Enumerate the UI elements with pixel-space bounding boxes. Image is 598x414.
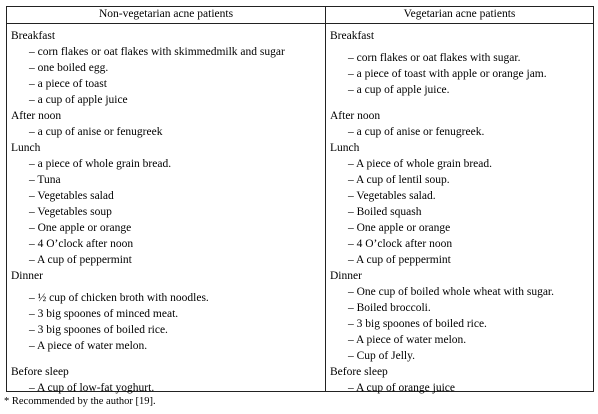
sleep-title: Before sleep — [330, 366, 388, 378]
lunch-item: – 4 O’clock after noon — [348, 238, 453, 250]
lunch-item: – One apple or orange — [348, 222, 451, 234]
diet-table: Non-vegetarian acne patients Vegetarian … — [6, 6, 594, 394]
dinner-title: Dinner — [330, 270, 362, 282]
header-non-vegetarian: Non-vegetarian acne patients — [98, 8, 234, 20]
lunch-item: – A cup of lentil soup. — [348, 174, 450, 186]
table-header-row: Non-vegetarian acne patients Vegetarian … — [7, 7, 593, 24]
dinner-item: – 3 big spoones of boiled rice. — [29, 324, 168, 336]
lunch-title: Lunch — [330, 142, 360, 154]
lunch-item: – Vegetables salad. — [348, 190, 436, 202]
dinner-title: Dinner — [11, 270, 43, 282]
sleep-item: – A cup of orange juice — [348, 382, 455, 394]
lunch-item: – A piece of whole grain bread. — [348, 158, 493, 170]
afternoon-title: After noon — [330, 110, 381, 122]
sleep-item: – A cup of low-fat yoghurt. — [29, 382, 155, 394]
breakfast-item: – one boiled egg. — [29, 62, 109, 74]
footnote: * Recommended by the author [19]. — [4, 396, 156, 407]
lunch-item: – A cup of peppermint — [29, 254, 132, 266]
afternoon-item: – a cup of anise or fenugreek. — [348, 126, 485, 138]
breakfast-item: – a piece of toast — [29, 78, 107, 90]
dinner-item: – A piece of water melon. — [29, 340, 148, 352]
breakfast-item: – corn flakes or oat flakes with sugar. — [348, 52, 521, 64]
lunch-item: – Vegetables soup — [29, 206, 112, 218]
dinner-item: – One cup of boiled whole wheat with sug… — [348, 286, 554, 298]
column-divider — [325, 7, 326, 391]
dinner-item: – A piece of water melon. — [348, 334, 467, 346]
sleep-title: Before sleep — [11, 366, 69, 378]
lunch-item: – Vegetables salad — [29, 190, 114, 202]
breakfast-item: – a cup of apple juice. — [348, 84, 450, 96]
breakfast-title: Breakfast — [330, 30, 375, 42]
lunch-title: Lunch — [11, 142, 41, 154]
lunch-item: – a piece of whole grain bread. — [29, 158, 172, 170]
dinner-item: – ½ cup of chicken broth with noodles. — [29, 292, 209, 304]
afternoon-item: – a cup of anise or fenugreek — [29, 126, 163, 138]
dinner-item: – Boiled broccoli. — [348, 302, 431, 314]
lunch-item: – A cup of peppermint — [348, 254, 451, 266]
dinner-item: – Cup of Jelly. — [348, 350, 415, 362]
header-vegetarian: Vegetarian acne patients — [403, 8, 516, 20]
lunch-item: – One apple or orange — [29, 222, 132, 234]
lunch-item: – Tuna — [29, 174, 61, 186]
breakfast-item: – a cup of apple juice — [29, 94, 128, 106]
dinner-item: – 3 big spoones of boiled rice. — [348, 318, 487, 330]
breakfast-item: – a piece of toast with apple or orange … — [348, 68, 547, 80]
breakfast-title: Breakfast — [11, 30, 56, 42]
dinner-item: – 3 big spoones of minced meat. — [29, 308, 179, 320]
lunch-item: – Boiled squash — [348, 206, 422, 218]
breakfast-item: – corn flakes or oat flakes with skimmed… — [29, 46, 285, 58]
afternoon-title: After noon — [11, 110, 62, 122]
lunch-item: – 4 O’clock after noon — [29, 238, 134, 250]
